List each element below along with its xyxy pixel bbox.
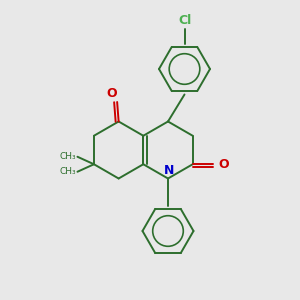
Text: O: O [218, 158, 229, 171]
Text: N: N [164, 164, 174, 177]
Text: CH₃: CH₃ [59, 152, 76, 161]
Text: Cl: Cl [178, 14, 191, 27]
Text: CH₃: CH₃ [59, 167, 76, 176]
Text: O: O [106, 87, 117, 100]
